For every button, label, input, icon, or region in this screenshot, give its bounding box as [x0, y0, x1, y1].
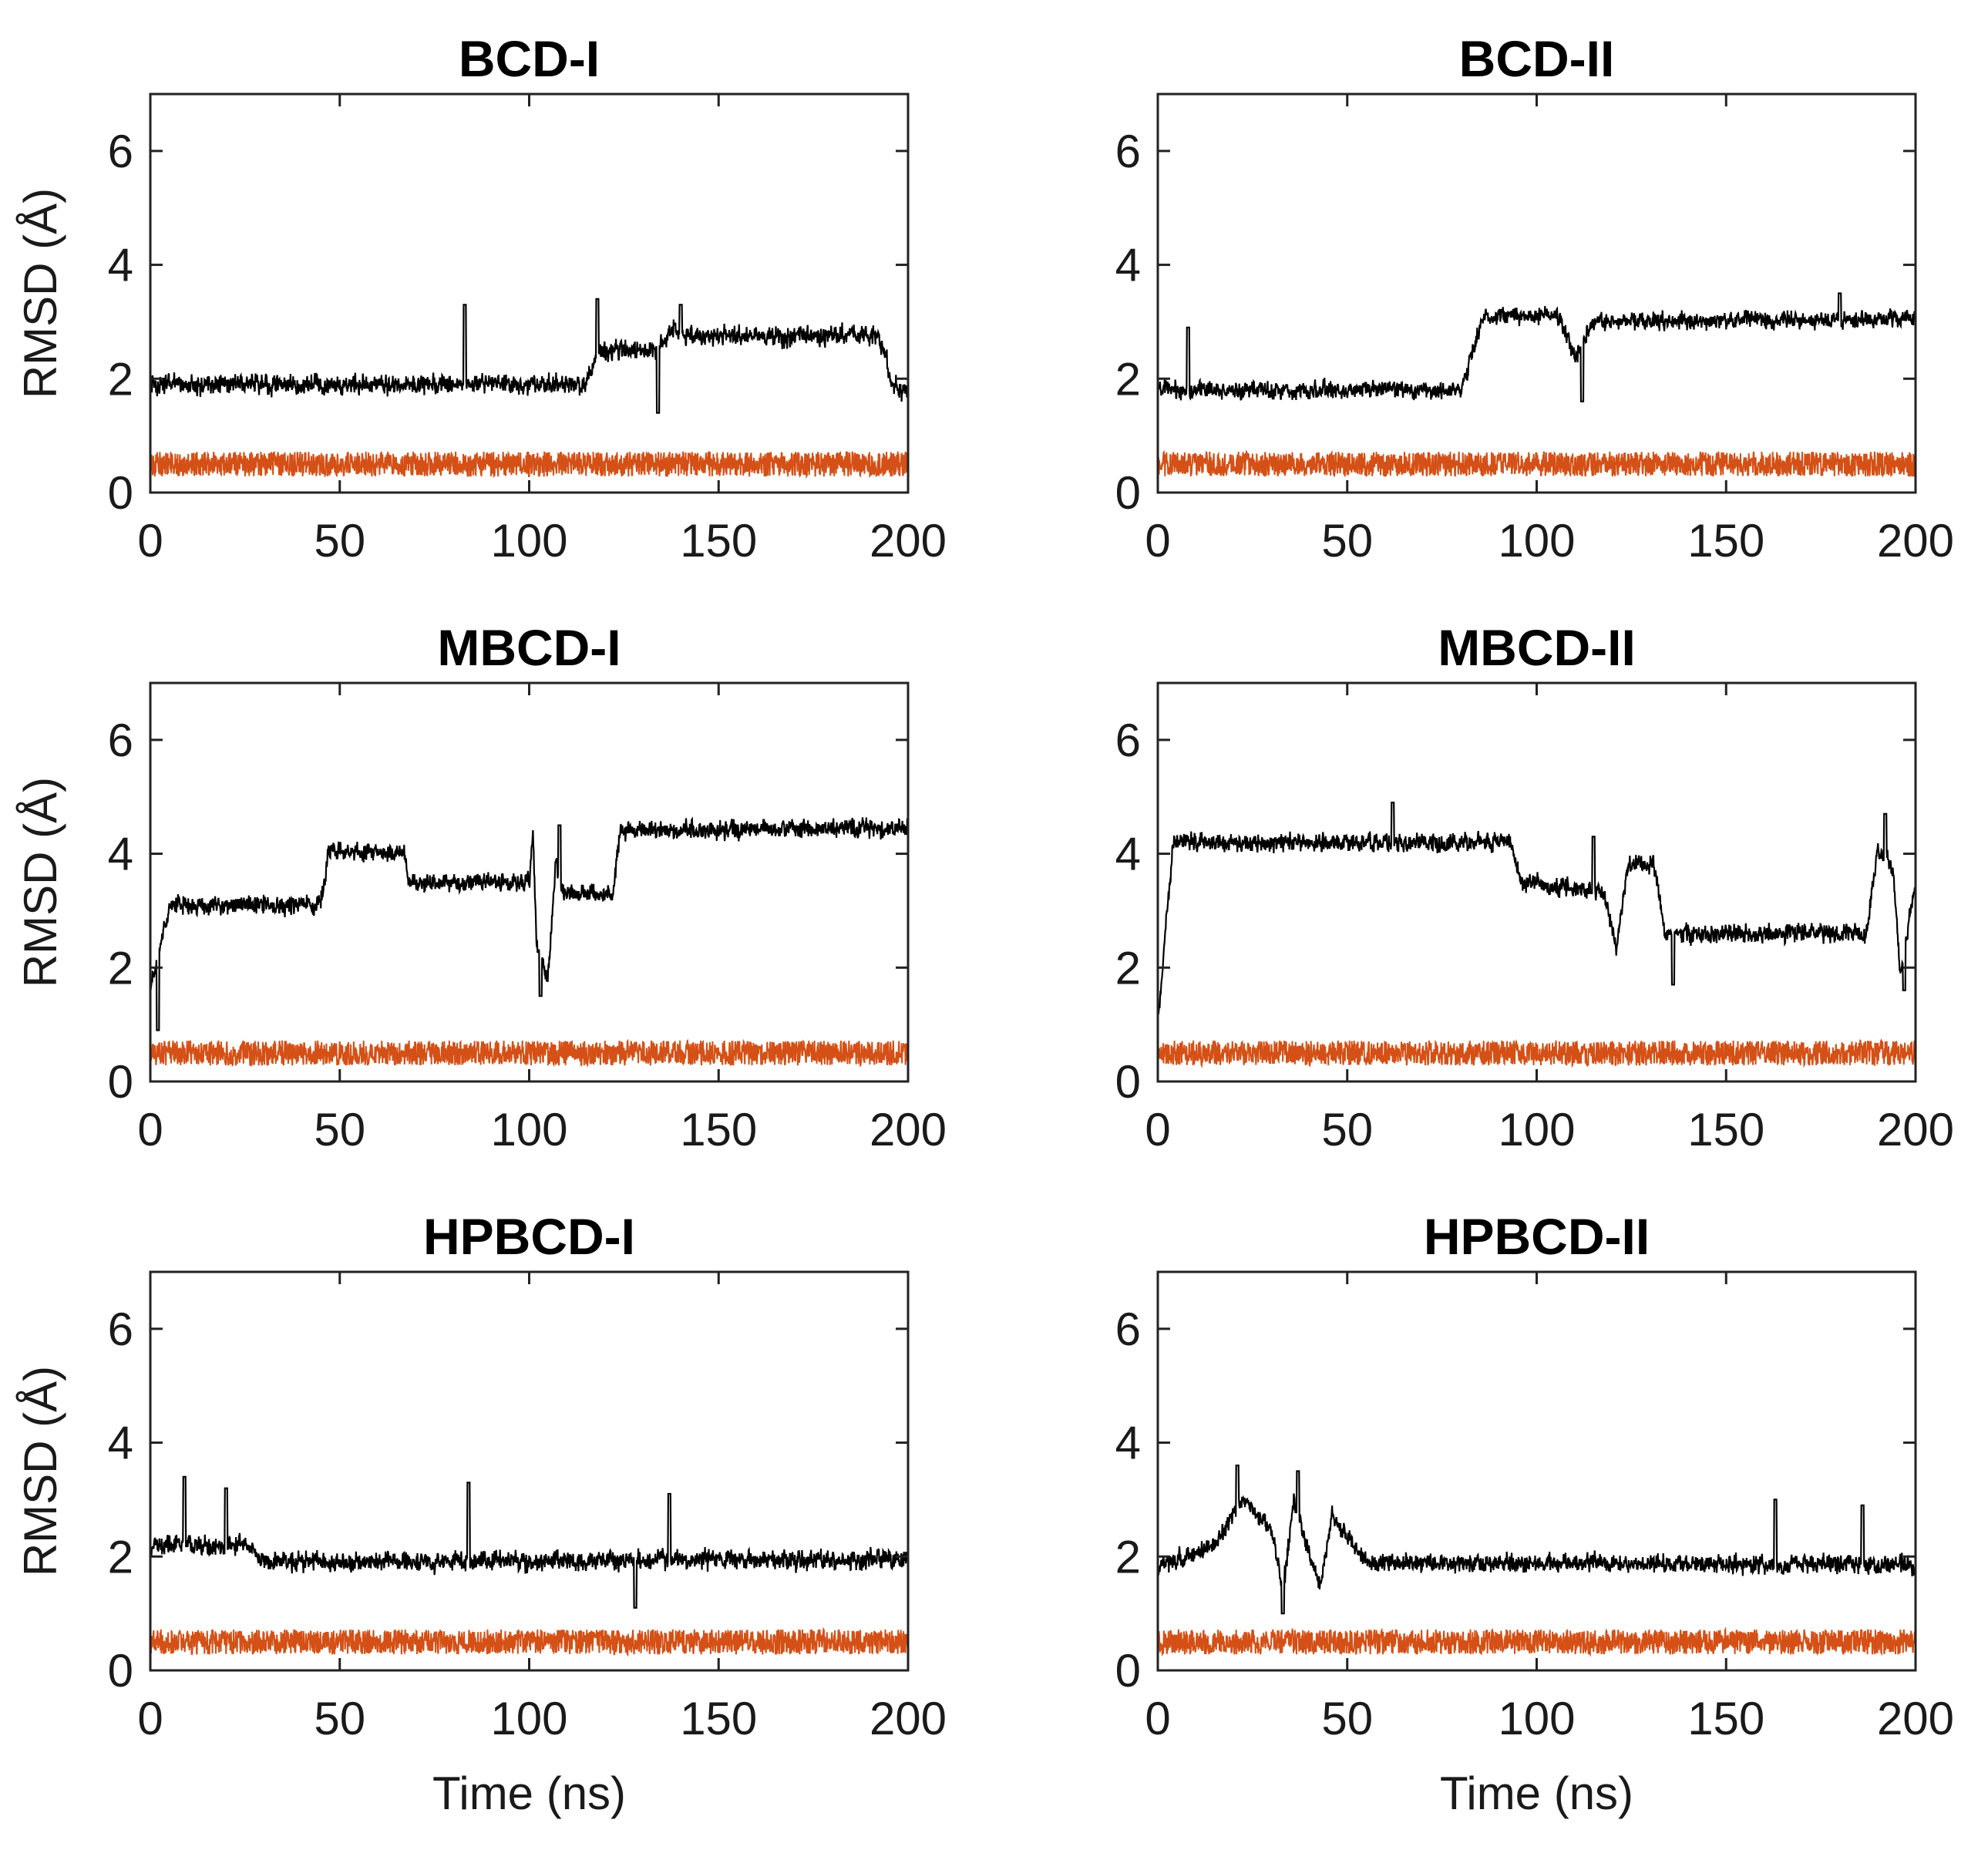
- x-tick-label: 0: [137, 1693, 163, 1744]
- y-axis-label: RMSD (Å): [15, 1366, 66, 1576]
- panel-mbcd-ii: 0 50 100 150 200 0 2 4 6 MBCD-II: [1115, 619, 1954, 1155]
- x-tick-label: 0: [1145, 1104, 1170, 1155]
- y-tick-label: 4: [1115, 240, 1141, 291]
- x-tick-label: 200: [1877, 1693, 1954, 1744]
- x-tick-label: 50: [314, 515, 365, 567]
- x-tick-label: 200: [870, 1104, 947, 1155]
- y-tick-label: 0: [1115, 1645, 1141, 1697]
- y-tick-label: 4: [1115, 1418, 1141, 1469]
- y-tick-label: 2: [108, 353, 133, 405]
- x-tick-label: 100: [490, 1693, 567, 1744]
- panel-title: MBCD-II: [1438, 619, 1636, 676]
- plot-frame: [1156, 1270, 1917, 1672]
- y-tick-label: 6: [108, 715, 133, 766]
- x-tick-label: 50: [314, 1693, 365, 1744]
- x-tick-label: 150: [1687, 515, 1764, 567]
- x-axis-label: Time (ns): [1440, 1768, 1633, 1819]
- series-host-line: [150, 1038, 908, 1068]
- series-host-line: [150, 450, 908, 479]
- x-tick-label: 200: [870, 515, 947, 567]
- series-ligand-line: [1158, 292, 1916, 402]
- y-tick-label: 6: [1115, 715, 1141, 766]
- plot-frame: [149, 1270, 910, 1672]
- panel-bcd-ii: 0 50 100 150 200 0 2 4 6 BCD-II: [1115, 30, 1954, 567]
- y-tick-label: 2: [1115, 1531, 1141, 1583]
- series-ligand-line: [150, 1475, 908, 1609]
- x-tick-label: 0: [137, 515, 163, 567]
- x-tick-label: 50: [1321, 1104, 1373, 1155]
- y-tick-label: 2: [1115, 353, 1141, 405]
- x-tick-label: 0: [137, 1104, 163, 1155]
- x-tick-label: 150: [680, 1693, 757, 1744]
- x-tick-label: 0: [1145, 1693, 1170, 1744]
- series-host-line: [1158, 1626, 1916, 1657]
- y-tick-label: 4: [108, 829, 133, 880]
- y-tick-label: 0: [108, 467, 133, 519]
- x-tick-label: 100: [1498, 1693, 1575, 1744]
- y-axis-label: RMSD (Å): [15, 777, 66, 987]
- x-tick-label: 100: [1498, 515, 1575, 567]
- y-tick-label: 0: [108, 1645, 133, 1697]
- y-tick-label: 2: [108, 1531, 133, 1583]
- y-tick-label: 6: [108, 126, 133, 177]
- panel-title: HPBCD-II: [1424, 1208, 1650, 1265]
- panel-title: BCD-II: [1459, 30, 1615, 87]
- panel-hpbcd-ii: 0 50 100 150 200 0 2 4 6 HPBCD-II Time (ns): [1115, 1208, 1954, 1819]
- panel-title: BCD-I: [459, 30, 600, 87]
- series-ligand-line: [150, 816, 908, 1031]
- panel-title: MBCD-I: [437, 619, 621, 676]
- x-tick-label: 150: [680, 515, 757, 567]
- panel-mbcd-i: 0 50 100 150 200 0 2 4 6 MBCD-I RMSD (Å): [15, 619, 947, 1155]
- y-tick-label: 2: [108, 942, 133, 994]
- y-tick-label: 4: [1115, 829, 1141, 880]
- x-axis-label: Time (ns): [432, 1768, 626, 1819]
- x-tick-label: 200: [1877, 515, 1954, 567]
- y-tick-label: 4: [108, 1418, 133, 1469]
- panel-hpbcd-i: 0 50 100 150 200 0 2 4 6 HPBCD-I RMSD (Å) Time (ns): [15, 1208, 947, 1819]
- x-tick-label: 100: [490, 1104, 567, 1155]
- x-tick-label: 200: [1877, 1104, 1954, 1155]
- plot-frame: [149, 92, 910, 494]
- plot-frame: [1156, 92, 1917, 494]
- panel-bcd-i: 0 50 100 150 200 0 2 4 6 BCD-I RMSD (Å): [15, 30, 947, 567]
- x-tick-label: 150: [680, 1104, 757, 1155]
- y-tick-label: 0: [1115, 1056, 1141, 1108]
- x-tick-label: 50: [314, 1104, 365, 1155]
- x-tick-label: 50: [1321, 515, 1373, 567]
- y-tick-label: 0: [108, 1056, 133, 1108]
- x-tick-label: 100: [1498, 1104, 1575, 1155]
- series-ligand-line: [150, 298, 908, 414]
- y-tick-label: 6: [108, 1303, 133, 1355]
- x-tick-label: 150: [1687, 1693, 1764, 1744]
- x-tick-label: 100: [490, 515, 567, 567]
- y-tick-label: 6: [1115, 1303, 1141, 1355]
- y-axis-label: RMSD (Å): [15, 188, 66, 399]
- series-host-line: [1158, 1038, 1916, 1068]
- x-tick-label: 0: [1145, 515, 1170, 567]
- x-tick-label: 150: [1687, 1104, 1764, 1155]
- y-tick-label: 0: [1115, 467, 1141, 519]
- series-host-line: [1158, 449, 1916, 478]
- series-ligand-line: [1158, 802, 1916, 1021]
- y-tick-label: 2: [1115, 942, 1141, 994]
- x-tick-label: 200: [870, 1693, 947, 1744]
- x-tick-label: 50: [1321, 1693, 1373, 1744]
- series-host-line: [150, 1626, 908, 1657]
- y-tick-label: 6: [1115, 126, 1141, 177]
- panel-title: HPBCD-I: [423, 1208, 635, 1265]
- y-tick-label: 4: [108, 240, 133, 291]
- series-ligand-line: [1158, 1465, 1916, 1615]
